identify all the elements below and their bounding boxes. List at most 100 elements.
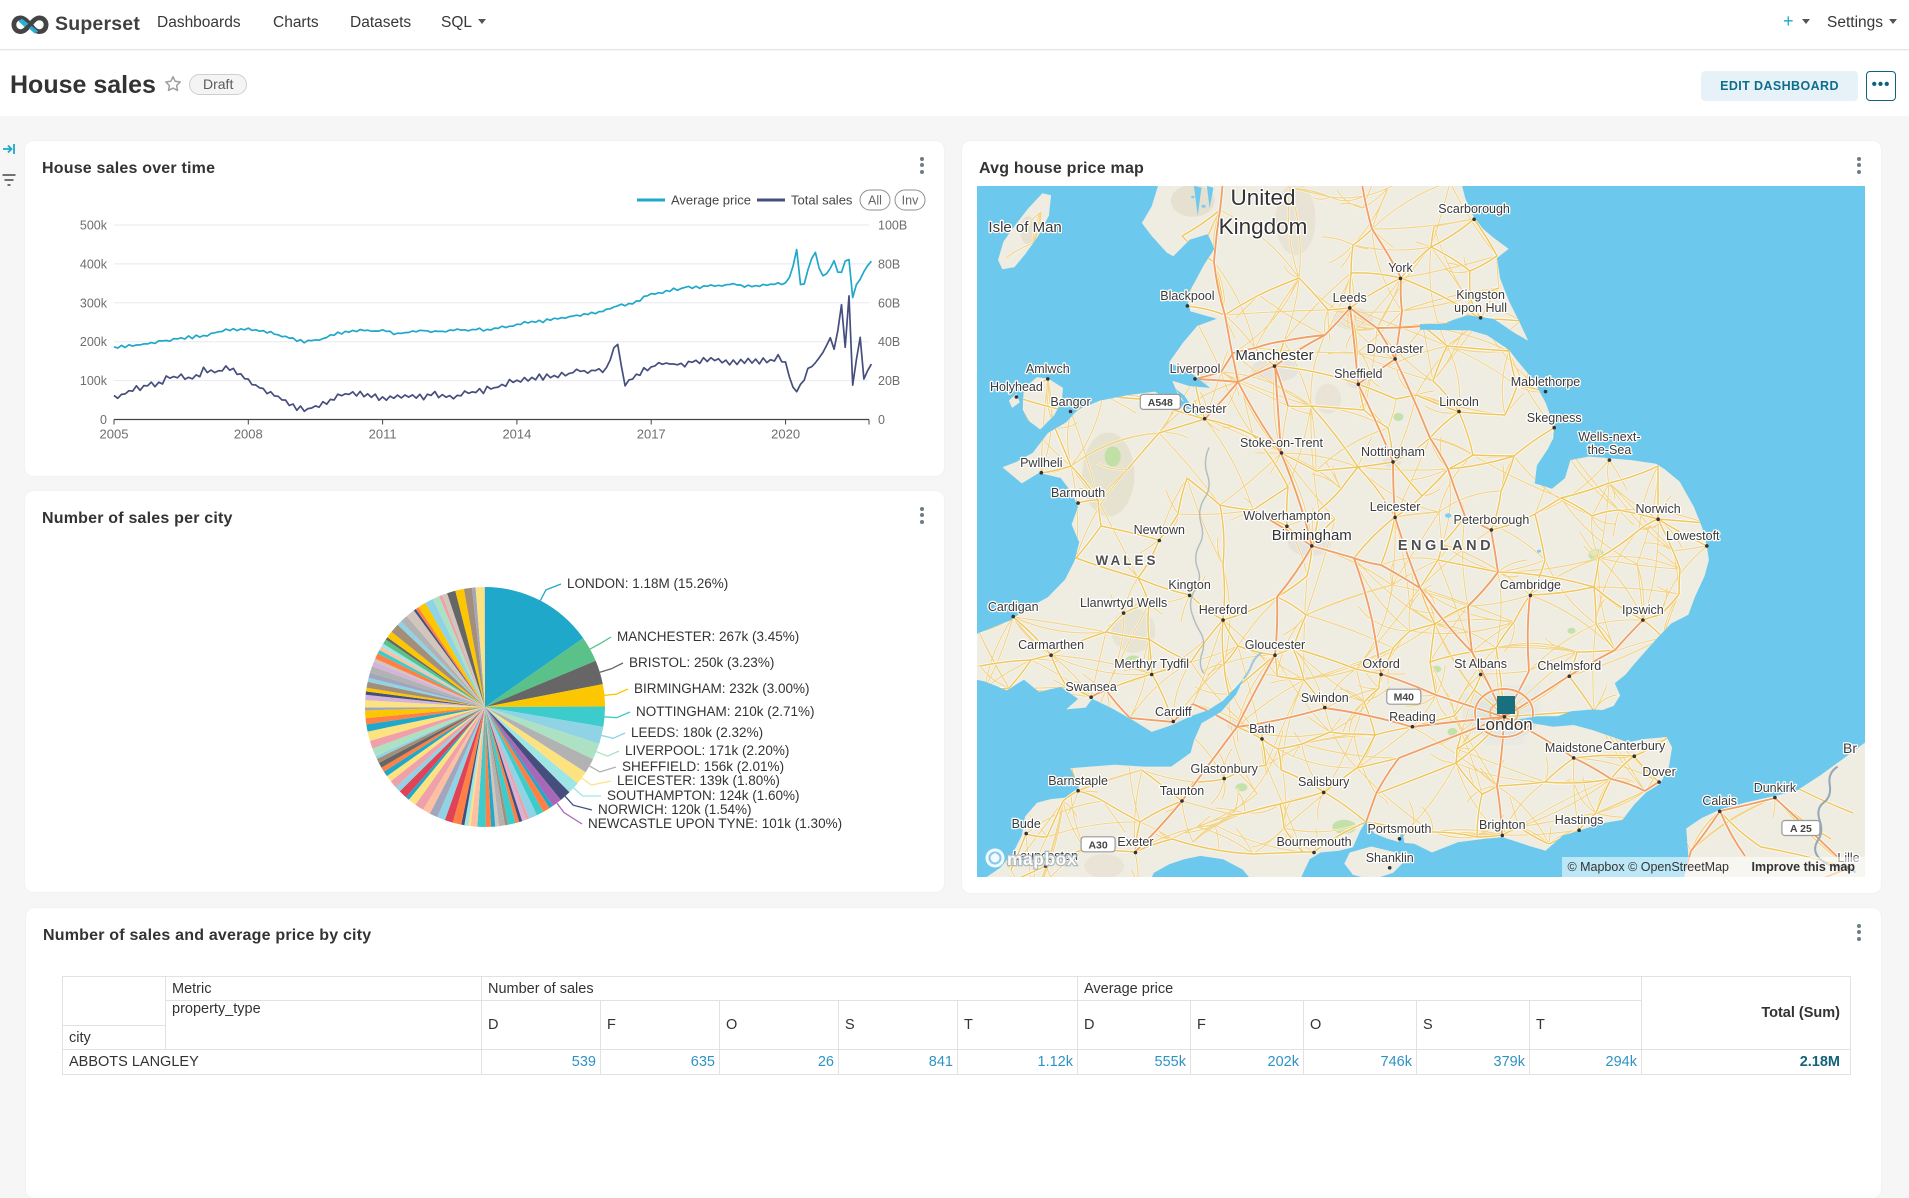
svg-text:Launceston: Launceston: [1013, 849, 1078, 863]
svg-text:Doncaster: Doncaster: [1367, 342, 1424, 356]
svg-text:Cardigan: Cardigan: [988, 600, 1039, 614]
svg-text:Dunkirk: Dunkirk: [1754, 781, 1797, 795]
svg-text:Kington: Kington: [1168, 578, 1210, 592]
svg-text:Leicester: Leicester: [1370, 500, 1421, 514]
svg-text:Merthyr Tydfil: Merthyr Tydfil: [1114, 657, 1189, 671]
svg-text:Hereford: Hereford: [1199, 603, 1248, 617]
svg-text:Portsmouth: Portsmouth: [1368, 822, 1432, 836]
svg-text:Taunton: Taunton: [1160, 784, 1205, 798]
svg-text:LEEDS: 180k (2.32%): LEEDS: 180k (2.32%): [631, 725, 763, 740]
svg-text:LONDON: 1.18M (15.26%): LONDON: 1.18M (15.26%): [567, 576, 728, 591]
svg-text:Brighton: Brighton: [1479, 818, 1526, 832]
svg-text:Sheffield: Sheffield: [1334, 367, 1382, 381]
svg-text:Exeter: Exeter: [1117, 835, 1153, 849]
svg-text:Calais: Calais: [1702, 794, 1737, 808]
svg-text:20B: 20B: [878, 374, 900, 388]
svg-text:Holyhead: Holyhead: [990, 380, 1043, 394]
svg-text:NEWCASTLE UPON TYNE: 101k (1.3: NEWCASTLE UPON TYNE: 101k (1.30%): [588, 816, 842, 831]
svg-text:Kingston: Kingston: [1456, 288, 1505, 302]
svg-text:400k: 400k: [80, 257, 108, 271]
svg-text:Barnstaple: Barnstaple: [1048, 774, 1108, 788]
svg-text:the-Sea: the-Sea: [1588, 443, 1632, 457]
svg-text:Isle of Man: Isle of Man: [988, 219, 1061, 236]
svg-text:300k: 300k: [80, 296, 108, 310]
svg-text:A 25: A 25: [1790, 823, 1812, 835]
svg-text:Kingdom: Kingdom: [1219, 214, 1308, 239]
svg-text:© Mapbox © OpenStreetMap: © Mapbox © OpenStreetMap: [1567, 860, 1729, 874]
svg-text:WALES: WALES: [1095, 553, 1158, 568]
svg-text:Leeds: Leeds: [1333, 291, 1367, 305]
svg-text:Birmingham: Birmingham: [1272, 527, 1352, 544]
svg-text:LIVERPOOL: 171k (2.20%): LIVERPOOL: 171k (2.20%): [625, 743, 789, 758]
svg-text:London: London: [1476, 715, 1533, 734]
svg-text:Skegness: Skegness: [1527, 411, 1582, 425]
svg-text:BRISTOL: 250k (3.23%): BRISTOL: 250k (3.23%): [629, 655, 774, 670]
svg-text:Chester: Chester: [1183, 402, 1227, 416]
svg-text:Bath: Bath: [1249, 722, 1275, 736]
svg-text:Carmarthen: Carmarthen: [1018, 638, 1084, 652]
svg-text:2011: 2011: [369, 427, 397, 442]
svg-text:100k: 100k: [80, 374, 108, 388]
svg-text:Swansea: Swansea: [1065, 680, 1116, 694]
svg-text:Hastings: Hastings: [1555, 813, 1604, 827]
svg-text:LEICESTER: 139k (1.80%): LEICESTER: 139k (1.80%): [617, 773, 780, 788]
svg-text:mapbox: mapbox: [1007, 849, 1077, 869]
svg-text:Lincoln: Lincoln: [1439, 395, 1479, 409]
svg-text:200k: 200k: [80, 335, 108, 349]
svg-text:Bude: Bude: [1012, 817, 1041, 831]
svg-text:Manchester: Manchester: [1235, 347, 1313, 364]
svg-text:St Albans: St Albans: [1454, 657, 1507, 671]
svg-text:Maidstone: Maidstone: [1545, 741, 1603, 755]
svg-text:Stoke-on-Trent: Stoke-on-Trent: [1240, 436, 1323, 450]
svg-text:NORWICH: 120k (1.54%): NORWICH: 120k (1.54%): [598, 802, 752, 817]
svg-text:Newtown: Newtown: [1134, 523, 1185, 537]
svg-text:Oxford: Oxford: [1362, 657, 1400, 671]
svg-text:Liverpool: Liverpool: [1170, 362, 1221, 376]
svg-text:Wolverhampton: Wolverhampton: [1243, 509, 1330, 523]
svg-text:2008: 2008: [234, 427, 263, 442]
svg-text:SHEFFIELD: 156k (2.01%): SHEFFIELD: 156k (2.01%): [622, 759, 784, 774]
svg-text:Average price: Average price: [671, 193, 751, 208]
svg-text:Swindon: Swindon: [1301, 691, 1349, 705]
svg-text:40B: 40B: [878, 335, 900, 349]
svg-text:2020: 2020: [771, 427, 800, 442]
svg-text:Dover: Dover: [1642, 765, 1675, 779]
svg-text:Peterborough: Peterborough: [1454, 513, 1530, 527]
svg-text:Nottingham: Nottingham: [1361, 445, 1425, 459]
svg-text:2014: 2014: [502, 427, 531, 442]
svg-text:Barmouth: Barmouth: [1051, 486, 1105, 500]
svg-text:Improve this map: Improve this map: [1752, 860, 1856, 874]
svg-text:Reading: Reading: [1389, 710, 1436, 724]
svg-text:A30: A30: [1088, 839, 1107, 851]
svg-text:United: United: [1230, 186, 1295, 210]
svg-text:100B: 100B: [878, 219, 907, 233]
svg-text:Inv: Inv: [902, 194, 919, 208]
svg-text:Gloucester: Gloucester: [1245, 638, 1305, 652]
svg-text:ENGLAND: ENGLAND: [1398, 538, 1494, 554]
svg-text:All: All: [868, 194, 882, 208]
svg-text:Lowestoft: Lowestoft: [1666, 529, 1720, 543]
svg-text:Norwich: Norwich: [1636, 502, 1681, 516]
svg-text:0: 0: [100, 413, 107, 427]
svg-text:Cambridge: Cambridge: [1500, 578, 1561, 592]
svg-text:Amlwch: Amlwch: [1026, 362, 1070, 376]
svg-text:Bournemouth: Bournemouth: [1276, 835, 1351, 849]
svg-text:BIRMINGHAM: 232k (3.00%): BIRMINGHAM: 232k (3.00%): [634, 681, 810, 696]
svg-text:80B: 80B: [878, 257, 900, 271]
svg-text:Br: Br: [1843, 740, 1857, 756]
svg-text:Scarborough: Scarborough: [1438, 202, 1510, 216]
svg-text:Bangor: Bangor: [1050, 395, 1090, 409]
svg-text:Salisbury: Salisbury: [1298, 775, 1350, 789]
svg-text:Shanklin: Shanklin: [1366, 851, 1414, 865]
svg-text:NOTTINGHAM: 210k (2.71%): NOTTINGHAM: 210k (2.71%): [636, 704, 815, 719]
svg-text:Wells-next-: Wells-next-: [1578, 430, 1640, 444]
svg-text:Mablethorpe: Mablethorpe: [1511, 375, 1581, 389]
svg-text:Pwllheli: Pwllheli: [1020, 456, 1062, 470]
svg-text:500k: 500k: [80, 219, 108, 233]
svg-text:Canterbury: Canterbury: [1603, 739, 1666, 753]
svg-text:0: 0: [878, 413, 885, 427]
svg-text:Llanwrtyd Wells: Llanwrtyd Wells: [1080, 596, 1167, 610]
svg-text:upon Hull: upon Hull: [1454, 301, 1507, 315]
svg-text:60B: 60B: [878, 296, 900, 310]
svg-text:2005: 2005: [100, 427, 129, 442]
